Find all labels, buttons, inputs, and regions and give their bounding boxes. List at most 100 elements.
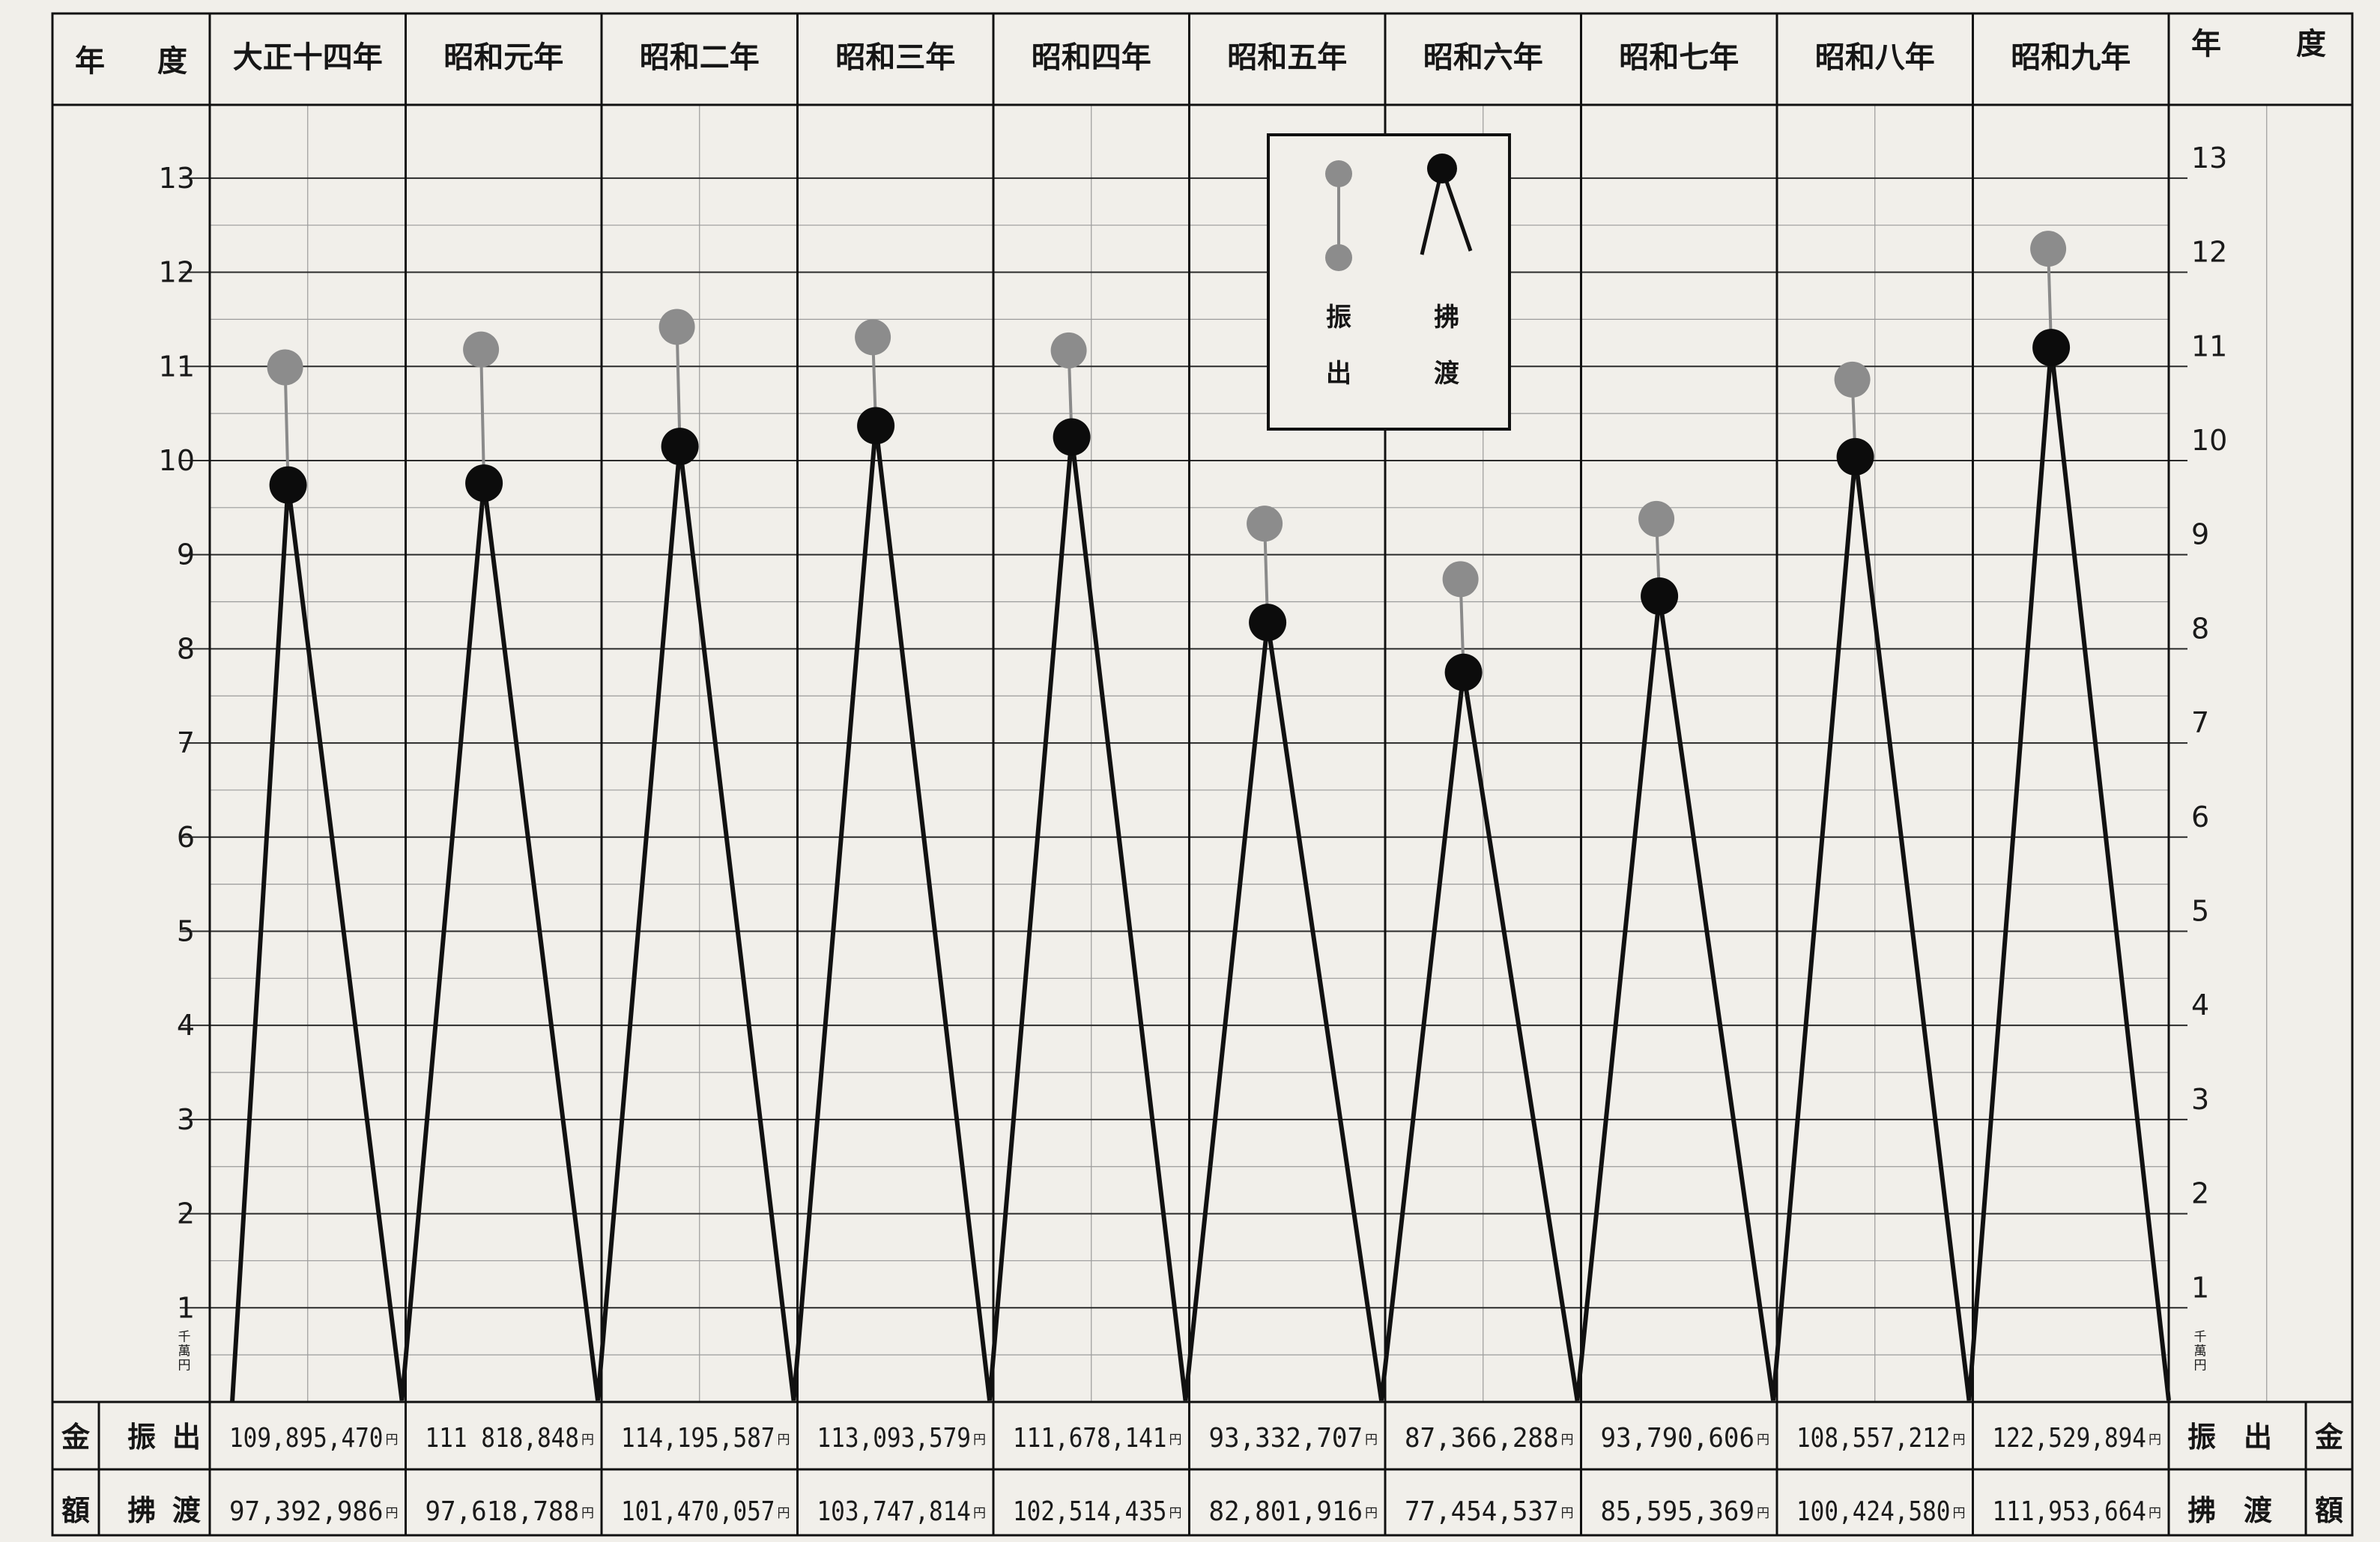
yen-suffix: 円 (1953, 1433, 1966, 1448)
yen-suffix: 円 (1757, 1506, 1769, 1521)
column-header-year: 昭和二年 (640, 40, 760, 75)
y-tick-label-left: 13 (159, 162, 195, 195)
cell-furidashi-amount: 93,332,707 (1209, 1423, 1363, 1454)
cell-haraiwatashi-amount: 85,595,369 (1601, 1496, 1755, 1527)
cell-haraiwatashi-amount: 111,953,664 (1993, 1496, 2147, 1527)
cell-haraiwatashi-amount: 103,747,814 (817, 1496, 972, 1527)
series-line-haraiwatashi (230, 347, 2171, 1403)
y-tick-label-left: 10 (159, 444, 195, 477)
y-tick-label-left: 4 (177, 1009, 195, 1042)
data-point-haraiwatashi (465, 464, 503, 503)
data-point-furidashi (1247, 506, 1283, 542)
stem-line (675, 327, 682, 447)
unit-label-left: 千 (178, 1329, 191, 1344)
column-header-year: 昭和五年 (1227, 40, 1347, 75)
yen-suffix: 円 (1365, 1506, 1378, 1521)
unit-label-left: 萬 (178, 1344, 191, 1359)
y-tick-label-left: 5 (177, 914, 195, 947)
data-point-furidashi (1834, 361, 1871, 398)
data-point-furidashi (1050, 332, 1087, 368)
y-tick-label-right: 3 (2191, 1083, 2209, 1116)
y-tick-label-right: 6 (2191, 801, 2209, 834)
legend-label-furidashi-2: 出 (1326, 359, 1351, 389)
yen-suffix: 円 (1169, 1506, 1182, 1521)
y-tick-label-left: 12 (159, 256, 195, 289)
yen-suffix: 円 (1953, 1506, 1966, 1521)
cell-haraiwatashi-amount: 100,424,580 (1796, 1496, 1951, 1527)
legend-marker-furidashi-top (1325, 160, 1352, 187)
column-header-year: 大正十四年 (233, 40, 383, 75)
cell-haraiwatashi-amount: 77,454,537 (1405, 1496, 1559, 1527)
row-label-furidashi-right: 出 (2244, 1420, 2272, 1454)
yen-suffix: 円 (2149, 1506, 2161, 1521)
data-point-haraiwatashi (269, 466, 307, 504)
data-point-furidashi (267, 349, 303, 386)
y-tick-label-left: 11 (159, 350, 195, 383)
y-tick-label-right: 7 (2191, 706, 2209, 739)
outer-border (51, 12, 2354, 1537)
legend: 振出 拂渡 (1267, 133, 1511, 431)
data-point-haraiwatashi (1249, 604, 1287, 642)
data-point-haraiwatashi (857, 407, 895, 445)
header-left-label-1: 年 (75, 43, 105, 79)
cell-furidashi-amount: 111 818,848 (426, 1423, 580, 1454)
data-point-haraiwatashi (1444, 653, 1483, 691)
unit-label-right: 円 (2194, 1358, 2207, 1373)
data-point-furidashi (2030, 231, 2067, 267)
row-label-furidashi-right: 振 (2187, 1420, 2216, 1454)
y-tick-label-right: 1 (2191, 1271, 2209, 1304)
data-point-furidashi (1638, 500, 1675, 537)
data-point-furidashi (1442, 561, 1479, 598)
yen-suffix: 円 (1757, 1433, 1769, 1448)
column-header-year: 昭和九年 (2011, 40, 2131, 75)
yen-suffix: 円 (581, 1506, 594, 1521)
stem-line (479, 349, 486, 484)
yen-suffix: 円 (386, 1433, 399, 1448)
header-right-label-2: 度 (2296, 26, 2326, 61)
y-tick-label-right: 8 (2191, 612, 2209, 645)
y-tick-label-left: 3 (177, 1103, 195, 1136)
y-tick-label-right: 5 (2191, 894, 2209, 927)
yen-suffix: 円 (581, 1433, 594, 1448)
row-label-furidashi: 振 (127, 1420, 156, 1454)
cell-furidashi-amount: 108,557,212 (1796, 1423, 1951, 1454)
yen-suffix: 円 (778, 1433, 790, 1448)
cell-furidashi-amount: 109,895,470 (229, 1423, 384, 1454)
cell-haraiwatashi-amount: 102,514,435 (1013, 1496, 1167, 1527)
footer-group-label-left: 額 (61, 1493, 90, 1527)
cell-haraiwatashi-amount: 97,392,986 (229, 1496, 384, 1527)
cell-haraiwatashi-amount: 82,801,916 (1209, 1496, 1363, 1527)
column-header-year: 昭和元年 (443, 40, 563, 75)
y-tick-label-left: 6 (177, 821, 195, 854)
y-tick-label-left: 8 (177, 632, 195, 665)
column-header-year: 昭和八年 (1815, 40, 1935, 75)
row-label-haraiwatashi: 拂 (127, 1493, 156, 1527)
y-tick-label-right: 4 (2191, 989, 2209, 1022)
yen-suffix: 円 (1561, 1433, 1574, 1448)
legend-marker-haraiwatashi (1427, 154, 1457, 183)
data-point-furidashi (463, 331, 500, 368)
header-right-label-1: 年 (2191, 26, 2221, 61)
row-label-haraiwatashi: 渡 (172, 1493, 201, 1527)
row-label-furidashi: 出 (172, 1420, 201, 1454)
data-point-haraiwatashi (1053, 418, 1091, 456)
yen-suffix: 円 (1365, 1433, 1378, 1448)
column-header-year: 昭和七年 (1619, 40, 1739, 75)
unit-label-right: 千 (2194, 1329, 2207, 1344)
yen-suffix: 円 (1169, 1433, 1182, 1448)
cell-furidashi-amount: 122,529,894 (1993, 1423, 2147, 1454)
yen-suffix: 円 (1561, 1506, 1574, 1521)
column-header-year: 昭和三年 (835, 40, 955, 75)
cell-haraiwatashi-amount: 101,470,057 (621, 1496, 775, 1527)
yen-suffix: 円 (973, 1506, 986, 1521)
legend-box (1267, 133, 1511, 431)
y-tick-label-right: 9 (2191, 518, 2209, 551)
cell-haraiwatashi-amount: 97,618,788 (426, 1496, 580, 1527)
cell-furidashi-amount: 93,790,606 (1601, 1423, 1755, 1454)
footer-group-label-right: 金 (2314, 1420, 2344, 1454)
yen-suffix: 円 (2149, 1433, 2161, 1448)
data-point-furidashi (855, 319, 891, 356)
header-left-label-2: 度 (157, 43, 187, 79)
